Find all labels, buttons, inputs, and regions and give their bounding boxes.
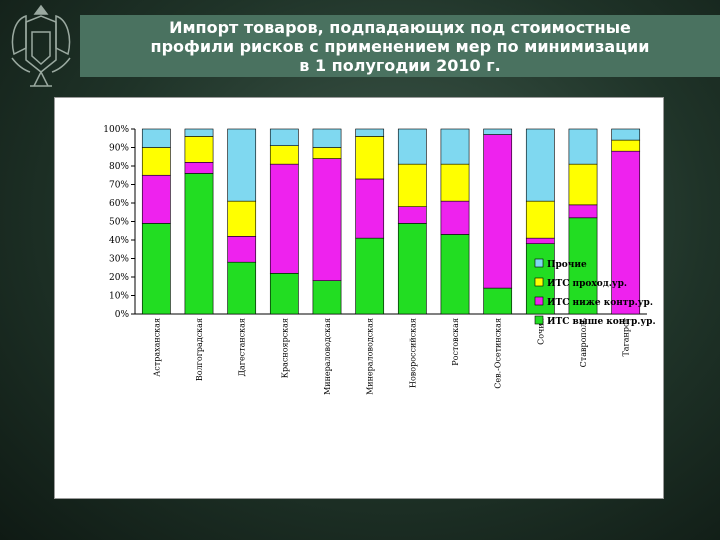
y-tick-label: 70% [109, 181, 129, 191]
category-label: Минераловодская [366, 318, 375, 395]
bar-segment [440, 200, 470, 235]
y-tick-label: 20% [109, 273, 129, 283]
category-label: Волгоградская [195, 318, 204, 381]
bar-segment [141, 128, 171, 148]
category-label: Минераловодская [323, 318, 332, 395]
bar-segment [227, 236, 257, 263]
category-label: Сев.-Осетинская [494, 318, 503, 389]
bar-segment [269, 163, 299, 274]
bar-segment [269, 128, 299, 146]
bar-segment [269, 273, 299, 315]
bar-segment [312, 280, 342, 315]
legend-swatch [534, 296, 544, 306]
bar-segment [227, 200, 257, 237]
stacked-bar-chart: 0% 10% 20% 30% 40% 50% 60% 70% 80% 90% 100% Астраха… [103, 125, 656, 395]
legend-label: ИТС ниже контр.ур. [547, 298, 653, 308]
category-label: Красноярская [280, 318, 289, 378]
legend-label: ИТС проход.ур. [547, 279, 627, 289]
bar-segment [525, 128, 555, 202]
category-label: Сочин [536, 318, 545, 345]
y-tick-label: 0% [115, 310, 130, 320]
y-tick-label: 40% [109, 236, 129, 246]
bar-segment [483, 287, 513, 315]
bar-segment [355, 128, 385, 137]
y-tick-label: 80% [109, 162, 129, 172]
bar-segment [525, 237, 555, 244]
bar-segment [611, 150, 641, 315]
bar-segment [483, 134, 513, 289]
y-tick-label: 100% [103, 125, 129, 135]
bar-segment [184, 136, 214, 163]
bar-segment [184, 173, 214, 315]
page-title: Импорт товаров, подпадающих под стоимост… [150, 17, 650, 75]
bar-segment [397, 223, 427, 315]
category-label: Новороссийская [408, 318, 417, 388]
y-tick-label: 30% [109, 255, 129, 265]
bar-segment [568, 128, 598, 165]
bar-segment [355, 136, 385, 180]
category-label: Таганрог [622, 318, 631, 357]
bar-segment [568, 204, 598, 219]
bar-segment [141, 223, 171, 315]
title-band: Импорт товаров, подпадающих под стоимост… [80, 15, 720, 77]
bar-segment [397, 128, 427, 165]
y-tick-label: 10% [109, 292, 129, 302]
category-label: Ростовская [451, 318, 460, 366]
bar-segment [312, 147, 342, 159]
bar-segment [397, 163, 427, 208]
bar-segment [611, 128, 641, 141]
bar-segment [227, 128, 257, 202]
bar-segment [312, 128, 342, 148]
legend-swatch [534, 277, 544, 287]
category-label: Дагестанская [238, 318, 247, 377]
category-label: Астраханская [152, 318, 161, 377]
category-label: Ставрополь [579, 317, 588, 367]
bar-segment [397, 206, 427, 224]
y-tick-label: 90% [109, 144, 129, 154]
bar-segment [355, 237, 385, 315]
bar-segment [525, 200, 555, 239]
bar-segment [312, 158, 342, 281]
bar-segment [141, 174, 171, 224]
bar-segment [269, 145, 299, 165]
bar-segment [568, 217, 598, 315]
legend-swatch [534, 315, 544, 325]
bar-segment [611, 139, 641, 152]
bar-segment [440, 128, 470, 165]
bar-segment [227, 261, 257, 315]
emblem-logo [4, 2, 78, 94]
y-tick-label: 60% [109, 199, 129, 209]
bar-segment [141, 147, 171, 176]
chart-panel: 0% 10% 20% 30% 40% 50% 60% 70% 80% 90% 100% Астраха… [54, 97, 664, 499]
legend-label: ИТС выше контр.ур. [547, 317, 656, 327]
bar-segment [355, 178, 385, 239]
legend-swatch [534, 258, 544, 268]
bar-segment [184, 162, 214, 174]
y-tick-label: 50% [109, 218, 129, 228]
bar-segment [568, 163, 598, 206]
bar-segment [440, 163, 470, 202]
bar-segment [184, 128, 214, 137]
bar-segment [483, 128, 513, 135]
legend-label: Прочие [547, 260, 587, 270]
bar-segment [440, 234, 470, 315]
